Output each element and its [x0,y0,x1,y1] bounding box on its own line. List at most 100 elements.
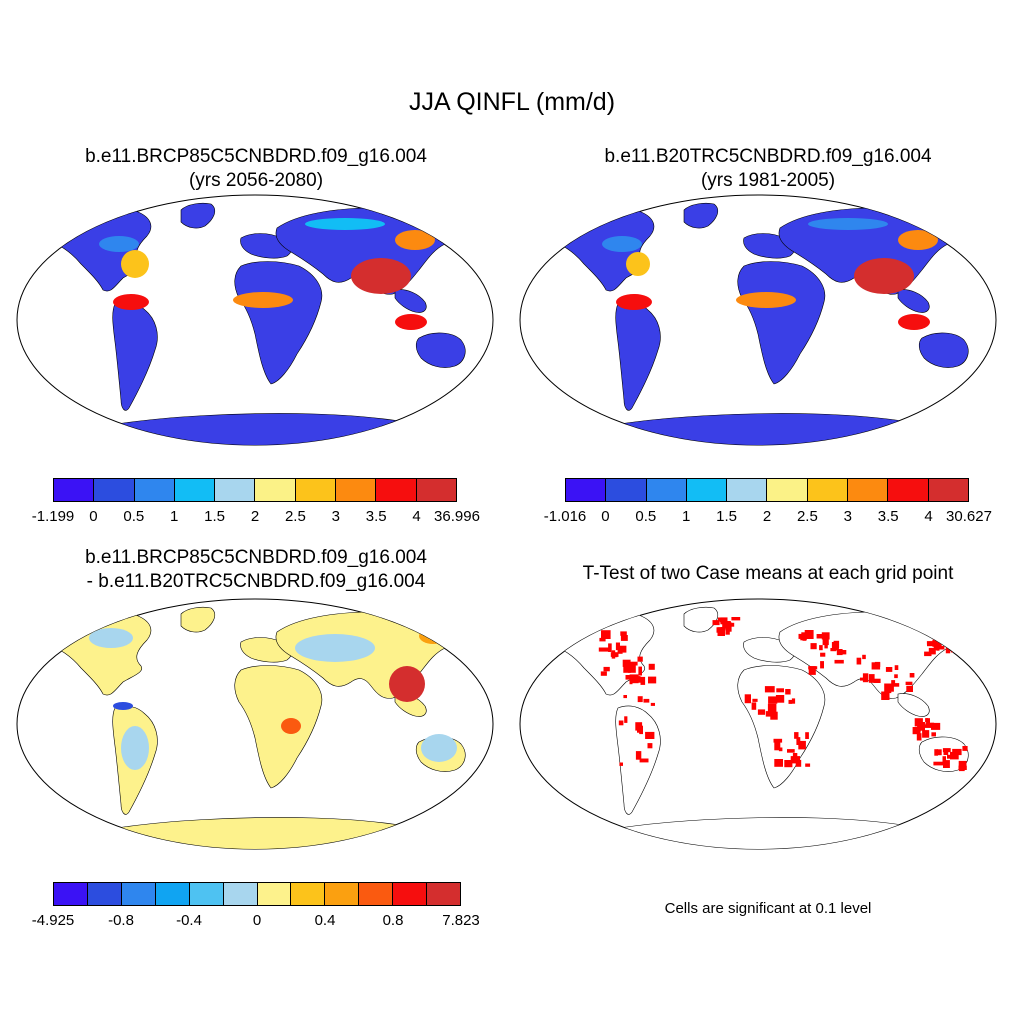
significant-cell [600,671,607,676]
colorbar-swatch [767,479,808,501]
significant-cell [912,727,921,735]
colorbar-swatch [257,883,292,905]
significant-cell [894,674,898,679]
colorbar-swatch [255,479,296,501]
significant-cell [819,645,823,651]
significant-cell [757,709,766,715]
colorbar-swatch [427,883,461,905]
significant-cell [919,722,925,731]
colorbar-tick-label: 30.627 [946,508,992,525]
significant-cell [944,638,948,645]
significant-cell [942,756,946,763]
significant-cell [648,663,655,670]
significant-cell [648,676,657,684]
colorbar-tick-label: 1 [682,508,691,525]
significant-cell [712,620,720,626]
colorbar-swatch [215,479,256,501]
colorbar-panel-1-ticks: -1.199 0 0.5 1 1.5 2 2.5 3 3.5 4 36.996 [32,508,480,528]
significant-cell [804,630,814,639]
significant-cell [952,748,962,756]
colorbar-tick-label: 0.5 [635,508,657,525]
significant-cell [891,680,896,686]
significant-cell [860,677,867,681]
colorbar-swatch [134,479,175,501]
colorbar-tick-label: -1.016 [543,508,587,525]
colorbar-tick-label: 0 [601,508,610,525]
significant-cell [629,679,633,685]
colorbar-tick-label: -0.4 [176,912,202,929]
significant-cell [802,635,807,641]
colorbar-swatch [94,479,135,501]
significant-cell [729,622,735,627]
significant-cell [791,698,796,704]
panel-3-title: b.e11.BRCP85C5CNBDRD.f09_g16.004 - b.e11… [6,546,506,594]
significant-cell [623,695,627,699]
significant-cell [618,720,624,726]
significant-cell [798,740,806,750]
colorbar-swatch [54,883,88,905]
colorbar-tick-label: 0.8 [382,912,404,929]
significant-cell [796,737,801,745]
panel-2-title-line2: (yrs 1981-2005) [700,170,836,191]
panel-4-title-line1: T-Test of two Case means at each grid po… [582,563,954,584]
significant-cell [637,656,643,662]
colorbar-tick-label: -0.8 [108,912,134,929]
colorbar-panel-3-ticks: -4.925 -0.8 -0.4 0 0.4 0.8 7.823 [32,912,480,932]
significant-cell [926,641,936,645]
colorbar-tick-label: -4.925 [31,912,75,929]
significant-cell [924,651,932,657]
colorbar-swatch [87,883,122,905]
significant-cell [731,617,741,621]
colorbar-tick-label: 0.5 [123,508,145,525]
significant-cell [778,747,783,752]
colorbar-tick-label: -1.199 [31,508,75,525]
significant-cell [794,732,799,739]
significant-cell [638,666,642,676]
significant-cell [620,631,627,636]
significant-cell [942,748,951,753]
significant-cell [608,643,612,652]
colorbar-swatch [416,479,456,501]
significant-cell [639,758,649,763]
significant-cell [620,635,628,641]
significant-cell [643,698,650,703]
map-panel-3 [16,598,494,850]
significant-cell [933,761,944,766]
significant-cell [635,751,642,760]
significant-cell [885,667,893,672]
panel-1-title-line2: (yrs 2056-2080) [188,170,324,191]
significant-cell [628,665,636,673]
panel-4-title: T-Test of two Case means at each grid po… [518,562,1018,586]
significant-cell [774,759,783,767]
significant-cell [936,749,942,756]
significant-cell [599,637,606,642]
significant-cell [906,685,913,692]
significant-cell [962,746,968,751]
map-panel-1-hotspots [99,218,435,330]
map-panel-3-hotspots [89,628,457,770]
colorbar-swatch [325,883,360,905]
colorbar-tick-label: 0 [89,508,98,525]
colorbar-swatch [393,883,428,905]
significant-cell [744,694,751,704]
significant-cell [639,725,643,735]
colorbar-tick-label: 4 [924,508,933,525]
significant-cell [618,645,627,653]
significant-cell [820,661,824,669]
significant-cell [785,689,791,695]
colorbar-panel-2 [565,478,969,502]
significant-cell [840,650,847,655]
colorbar-tick-label: 3 [331,508,340,525]
colorbar-tick-label: 2 [250,508,260,525]
colorbar-swatch [727,479,768,501]
colorbar-tick-label: 3.5 [877,508,899,525]
significant-cell [928,647,936,655]
significant-cell [881,691,890,700]
colorbar-swatch [291,883,326,905]
significant-cell [773,738,783,743]
significant-cell [934,633,942,639]
colorbar-tick-label: 0.4 [314,912,336,929]
significant-cell [892,683,900,687]
significant-cell [647,743,653,749]
significant-cell [598,647,609,652]
